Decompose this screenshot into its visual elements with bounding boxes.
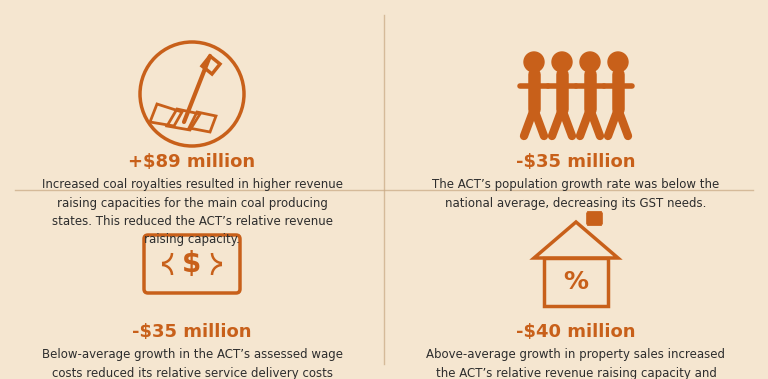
Text: -$35 million: -$35 million bbox=[516, 153, 636, 171]
Circle shape bbox=[580, 52, 600, 72]
Circle shape bbox=[524, 52, 544, 72]
Circle shape bbox=[552, 52, 572, 72]
Text: -$35 million: -$35 million bbox=[132, 323, 252, 341]
Text: +$89 million: +$89 million bbox=[128, 153, 256, 171]
Text: $: $ bbox=[182, 250, 202, 278]
Text: -$40 million: -$40 million bbox=[516, 323, 636, 341]
Text: Above-average growth in property sales increased
the ACT’s relative revenue rais: Above-average growth in property sales i… bbox=[426, 348, 726, 379]
Text: Increased coal royalties resulted in higher revenue
raising capacities for the m: Increased coal royalties resulted in hig… bbox=[41, 178, 343, 246]
Text: %: % bbox=[564, 270, 588, 294]
Text: Below-average growth in the ACT’s assessed wage
costs reduced its relative servi: Below-average growth in the ACT’s assess… bbox=[41, 348, 343, 379]
Text: The ACT’s population growth rate was below the
national average, decreasing its : The ACT’s population growth rate was bel… bbox=[432, 178, 720, 210]
Circle shape bbox=[608, 52, 628, 72]
